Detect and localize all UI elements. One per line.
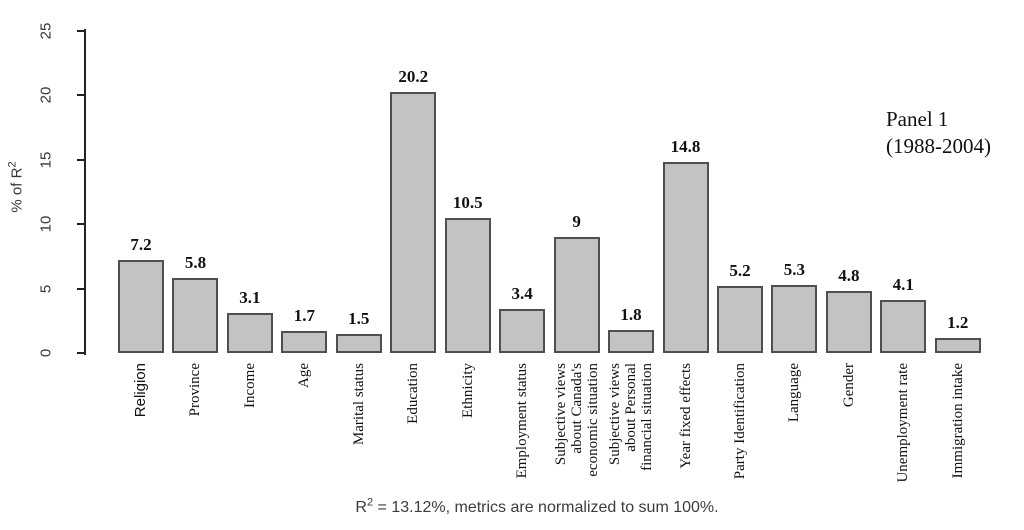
bar-value-label: 3.1 <box>239 288 261 307</box>
y-tick <box>77 287 85 290</box>
x-category-label: Age <box>296 363 313 388</box>
y-axis-line <box>84 29 86 355</box>
bar-value-label: 5.3 <box>783 259 806 279</box>
caption-text: = 13.12%, metrics are normalized to sum … <box>373 499 719 516</box>
panel-annotation-line2: (1988-2004) <box>886 134 991 158</box>
bar <box>825 291 872 353</box>
bar-value-label: 4.1 <box>892 275 914 295</box>
bar <box>499 309 546 353</box>
x-category-label: Income <box>241 363 258 408</box>
y-tick <box>77 94 85 96</box>
y-tick-label: 20 <box>37 86 55 104</box>
bar-value-label: 3.4 <box>511 284 533 304</box>
bar <box>390 92 437 353</box>
x-category-label: Subjective views about Canada's economic… <box>552 363 601 477</box>
bar-value-label: 1.8 <box>620 304 642 324</box>
bar <box>662 162 709 353</box>
bar-value-label: 1.2 <box>947 312 969 332</box>
bar <box>172 278 219 353</box>
bar-value-label: 10.5 <box>452 192 483 212</box>
y-tick <box>77 29 85 32</box>
x-category-label: Employment status <box>514 363 531 479</box>
x-category-label: Year fixed effects <box>677 363 694 469</box>
panel-annotation: Panel 1 (1988-2004) <box>886 106 991 160</box>
y-axis-title-superscript: 2 <box>6 161 19 168</box>
bar <box>934 337 981 353</box>
x-category-label: Gender <box>840 363 857 408</box>
bar-value-label: 14.8 <box>670 137 701 157</box>
x-category-label: Subjective views about Personal financia… <box>607 363 656 471</box>
bar <box>118 260 164 353</box>
y-tick <box>77 352 85 354</box>
caption-prefix: R <box>355 499 367 516</box>
bar <box>608 329 655 353</box>
bar <box>553 236 600 353</box>
caption-superscript: 2 <box>366 496 374 509</box>
bar-value-label: 1.7 <box>293 306 315 326</box>
x-category-label: Religion <box>132 363 149 418</box>
y-axis-title-text: % of R <box>8 167 26 213</box>
x-category-label: Province <box>187 363 204 417</box>
x-category-label: Marital status <box>350 363 367 446</box>
y-tick-label: 5 <box>37 284 55 293</box>
x-category-label: Education <box>405 363 422 424</box>
y-tick <box>77 223 85 225</box>
y-axis-title: % of R2 <box>6 161 26 213</box>
bar <box>226 313 273 353</box>
bar-value-label: 4.8 <box>838 266 860 286</box>
y-tick-label: 25 <box>37 22 55 39</box>
bar-value-label: 20.2 <box>398 67 429 87</box>
bar-value-label: 5.2 <box>729 260 751 280</box>
bar-value-label: 9 <box>572 211 581 231</box>
bar <box>444 217 491 353</box>
bar <box>716 285 763 353</box>
bar <box>771 284 818 353</box>
bar-value-label: 1.5 <box>348 308 370 328</box>
bar-value-label: 5.8 <box>184 253 207 273</box>
bar-value-label: 7.2 <box>130 235 152 255</box>
bar <box>335 333 382 353</box>
y-tick-label: 10 <box>37 215 55 233</box>
panel-annotation-line1: Panel 1 <box>886 107 949 131</box>
x-category-label: Immigration intake <box>949 363 966 479</box>
y-tick <box>77 158 85 161</box>
x-category-label: Party Identification <box>731 363 748 480</box>
caption: R2 = 13.12%, metrics are normalized to s… <box>50 496 1024 517</box>
x-category-label: Ethnicity <box>459 363 476 418</box>
bar <box>281 331 328 353</box>
y-tick-label: 15 <box>37 151 55 168</box>
y-tick-label: 0 <box>37 348 55 358</box>
bar <box>880 300 927 353</box>
x-category-label: Language <box>786 363 803 423</box>
x-category-label: Unemployment rate <box>895 363 912 483</box>
